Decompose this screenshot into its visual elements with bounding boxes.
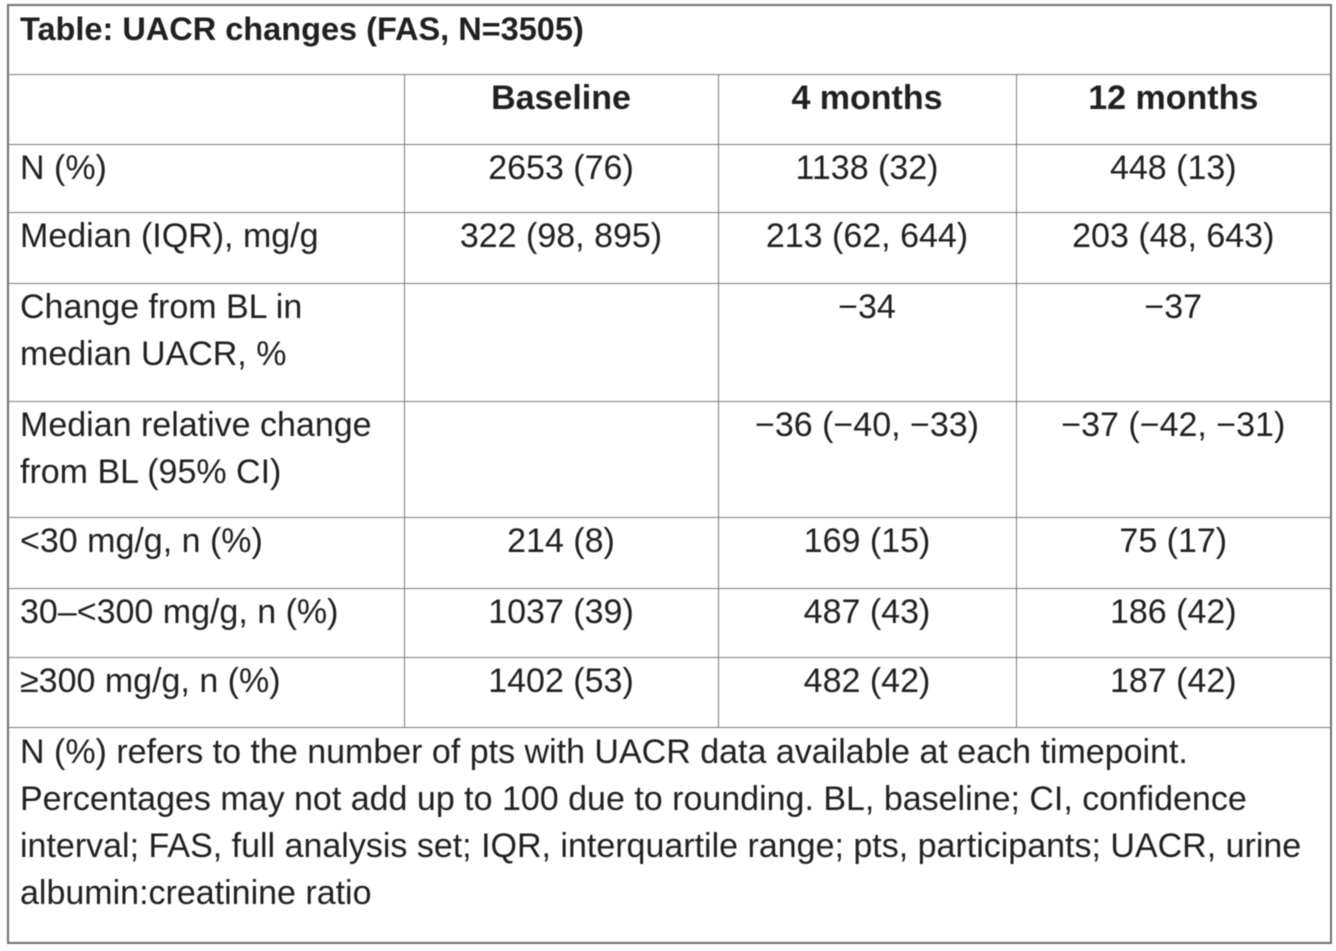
table-cell [403, 400, 719, 518]
row-label: ≥300 mg/g, n (%) [7, 656, 405, 728]
table-cell [403, 282, 719, 402]
row-label: N (%) [7, 143, 405, 213]
table-cell: 186 (42) [1015, 587, 1333, 658]
table-row: Median (IQR), mg/g 322 (98, 895) 213 (62… [7, 211, 1333, 284]
table-cell: 75 (17) [1015, 516, 1333, 589]
table-cell: −36 (−40, −33) [717, 400, 1017, 518]
header-empty [7, 73, 405, 145]
table-cell: 487 (43) [717, 587, 1017, 658]
table-cell: 213 (62, 644) [717, 211, 1017, 284]
header-12-months: 12 months [1015, 73, 1333, 145]
table-cell: 448 (13) [1015, 143, 1333, 213]
header-baseline: Baseline [403, 73, 719, 145]
header-4-months: 4 months [717, 73, 1017, 145]
table-row: <30 mg/g, n (%) 214 (8) 169 (15) 75 (17) [7, 516, 1333, 589]
table-cell: 203 (48, 643) [1015, 211, 1333, 284]
table-cell: 214 (8) [403, 516, 719, 589]
table-cell: 322 (98, 895) [403, 211, 719, 284]
row-label: Median (IQR), mg/g [7, 211, 405, 284]
table-cell: −34 [717, 282, 1017, 402]
table-title: Table: UACR changes (FAS, N=3505) [6, 4, 1333, 75]
table-cell: 1138 (32) [717, 143, 1017, 213]
table-cell: 1037 (39) [403, 587, 719, 658]
header-row: Baseline 4 months 12 months [7, 73, 1333, 145]
table-row: Median relative change from BL (95% CI) … [7, 400, 1333, 518]
footnote-line: Percentages may not add up to 100 due to… [20, 779, 1247, 818]
table-row: 30–<300 mg/g, n (%) 1037 (39) 487 (43) 1… [7, 587, 1333, 658]
table-row: Change from BL in median UACR, % −34 −37 [7, 282, 1333, 402]
table-cell: 2653 (76) [403, 143, 719, 213]
table-cell: 482 (42) [717, 656, 1017, 728]
row-label: Change from BL in median UACR, % [7, 282, 405, 402]
table-cell: 187 (42) [1015, 656, 1333, 728]
table-cell: −37 (−42, −31) [1015, 400, 1333, 518]
table-footnote: N (%) refers to the number of pts with U… [6, 726, 1333, 944]
uacr-table: Table: UACR changes (FAS, N=3505) Baseli… [6, 4, 1333, 944]
table-row: ≥300 mg/g, n (%) 1402 (53) 482 (42) 187 … [7, 656, 1333, 728]
table-cell: 1402 (53) [403, 656, 719, 728]
row-label: <30 mg/g, n (%) [7, 516, 405, 589]
table-title-row: Table: UACR changes (FAS, N=3505) [6, 4, 1333, 75]
row-label: Median relative change from BL (95% CI) [7, 400, 405, 518]
row-label: 30–<300 mg/g, n (%) [7, 587, 405, 658]
table-row: N (%) 2653 (76) 1138 (32) 448 (13) [7, 143, 1333, 213]
table-cell: −37 [1015, 282, 1333, 402]
footnote-row: N (%) refers to the number of pts with U… [6, 726, 1333, 944]
footnote-line: N (%) refers to the number of pts with U… [20, 732, 1188, 771]
footnote-line: albumin:creatinine ratio [20, 873, 372, 912]
footnote-line: interval; FAS, full analysis set; IQR, i… [20, 826, 1302, 865]
table-cell: 169 (15) [717, 516, 1017, 589]
